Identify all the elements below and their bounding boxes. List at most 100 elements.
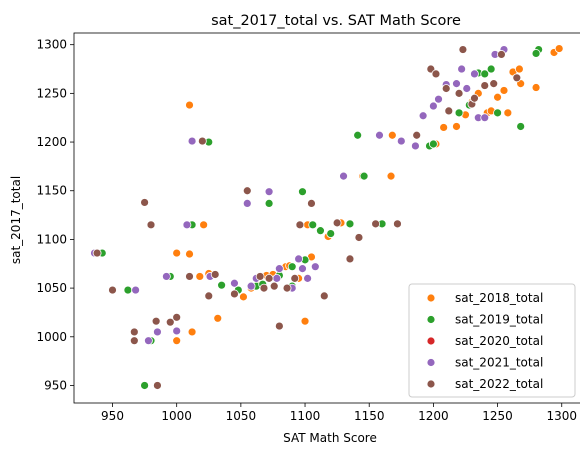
y-tick-label: 1000 — [36, 330, 67, 344]
data-point — [454, 88, 464, 98]
legend-marker — [426, 358, 436, 367]
data-point — [264, 198, 274, 208]
y-tick-label: 1300 — [36, 38, 67, 52]
data-point — [431, 69, 441, 79]
legend-box — [408, 283, 576, 398]
x-tick-label: 1300 — [546, 409, 577, 423]
data-point — [434, 94, 443, 104]
data-point — [123, 285, 133, 295]
data-point — [462, 84, 472, 93]
data-point — [452, 122, 461, 131]
data-point — [255, 272, 265, 281]
data-point — [131, 285, 141, 295]
data-point — [396, 136, 406, 146]
x-tick-label: 1050 — [226, 409, 257, 423]
y-tick-label: 1250 — [36, 86, 67, 100]
data-point — [246, 281, 256, 291]
data-point — [441, 84, 451, 93]
data-point — [418, 111, 428, 121]
data-point — [197, 136, 207, 146]
data-point — [108, 285, 117, 295]
data-point — [287, 262, 297, 272]
data-point — [514, 64, 524, 74]
data-point — [298, 187, 307, 197]
data-point — [458, 45, 468, 54]
legend-label: sat_2021_total — [455, 356, 543, 370]
x-axis-title: SAT Math Score — [283, 431, 377, 445]
data-point — [298, 264, 307, 274]
legend-label: sat_2019_total — [455, 313, 543, 327]
y-tick-label: 1150 — [36, 184, 67, 198]
data-point — [393, 219, 402, 229]
x-tick-label: 1250 — [482, 409, 513, 423]
y-tick-label: 1200 — [36, 135, 67, 149]
x-tick-label: 1200 — [418, 409, 449, 423]
y-tick-label: 950 — [44, 378, 67, 392]
data-point — [129, 327, 139, 337]
data-point — [217, 280, 227, 290]
data-point — [493, 92, 502, 102]
data-point — [531, 49, 541, 58]
data-point — [210, 270, 220, 279]
data-point — [303, 273, 313, 283]
data-point — [531, 83, 541, 92]
data-point — [290, 273, 300, 283]
data-point — [269, 281, 279, 291]
legend-label: sat_2020_total — [455, 334, 543, 348]
data-point — [153, 381, 162, 390]
data-point — [339, 171, 348, 181]
data-point — [140, 198, 149, 207]
chart-title: sat_2017_total vs. SAT Math Score — [211, 13, 461, 29]
data-point — [480, 69, 490, 79]
data-point — [259, 283, 269, 293]
data-point — [264, 187, 274, 197]
data-point — [242, 186, 252, 196]
data-point — [185, 272, 194, 281]
data-point — [185, 249, 194, 259]
data-point — [308, 220, 318, 230]
axis-ticks: 950 1000 1050 1100 1150 1200 1250 1300 950 1000 10… — [36, 38, 577, 423]
data-point — [274, 264, 284, 274]
data-point — [470, 93, 479, 103]
data-point — [282, 283, 292, 293]
data-point — [371, 219, 381, 229]
data-point — [386, 171, 396, 181]
data-point — [499, 86, 509, 95]
data-point — [353, 130, 363, 140]
data-point — [195, 272, 205, 281]
data-point — [480, 81, 490, 90]
data-point — [345, 254, 355, 264]
data-point — [144, 336, 153, 346]
data-point — [230, 278, 239, 288]
data-point — [354, 233, 364, 242]
data-point — [319, 291, 329, 301]
x-tick-label: 1150 — [354, 409, 385, 423]
data-point — [151, 316, 161, 326]
data-point — [187, 136, 197, 146]
data-point — [497, 50, 506, 59]
x-tick-label: 1000 — [161, 409, 192, 423]
data-point — [239, 292, 248, 302]
x-tick-label: 950 — [101, 409, 124, 423]
data-point — [140, 381, 149, 390]
data-point — [444, 106, 454, 116]
data-point — [199, 220, 209, 230]
data-point — [185, 100, 194, 110]
data-point — [486, 64, 496, 74]
legend-marker — [426, 315, 436, 324]
data-point — [428, 139, 438, 149]
data-point — [300, 316, 310, 326]
data-point — [307, 198, 316, 208]
data-point — [264, 273, 274, 283]
data-point — [165, 317, 175, 327]
data-point — [213, 313, 223, 323]
data-point — [326, 229, 336, 238]
legend-marker — [426, 336, 436, 346]
data-point — [146, 220, 156, 230]
data-point — [493, 108, 502, 118]
data-point — [182, 220, 192, 230]
data-point — [310, 262, 320, 272]
data-point — [172, 336, 182, 346]
data-point — [512, 73, 522, 83]
data-point — [387, 130, 397, 140]
